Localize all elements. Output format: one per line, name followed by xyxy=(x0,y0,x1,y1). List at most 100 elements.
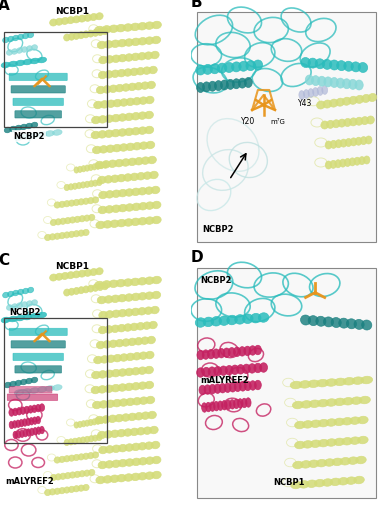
Ellipse shape xyxy=(111,70,120,77)
Ellipse shape xyxy=(121,159,130,166)
Ellipse shape xyxy=(219,383,226,393)
Ellipse shape xyxy=(92,284,99,291)
Ellipse shape xyxy=(323,100,332,108)
Ellipse shape xyxy=(105,190,114,198)
Ellipse shape xyxy=(64,200,70,207)
Ellipse shape xyxy=(334,438,345,445)
Ellipse shape xyxy=(342,97,351,105)
Ellipse shape xyxy=(68,439,74,445)
Ellipse shape xyxy=(118,189,127,197)
Ellipse shape xyxy=(92,435,98,441)
Ellipse shape xyxy=(94,281,104,289)
Ellipse shape xyxy=(6,49,13,55)
Ellipse shape xyxy=(83,453,89,460)
Ellipse shape xyxy=(98,371,107,378)
Ellipse shape xyxy=(92,146,101,154)
Ellipse shape xyxy=(332,120,340,128)
Ellipse shape xyxy=(106,145,115,153)
Ellipse shape xyxy=(105,71,113,78)
Ellipse shape xyxy=(8,316,18,322)
Ellipse shape xyxy=(308,316,318,326)
Ellipse shape xyxy=(138,367,147,374)
Ellipse shape xyxy=(112,399,121,407)
Ellipse shape xyxy=(120,98,128,106)
Ellipse shape xyxy=(196,65,206,75)
Ellipse shape xyxy=(9,409,14,416)
Ellipse shape xyxy=(303,421,313,428)
Ellipse shape xyxy=(13,290,19,296)
Ellipse shape xyxy=(214,401,219,411)
Ellipse shape xyxy=(139,397,148,405)
Ellipse shape xyxy=(342,418,353,425)
Ellipse shape xyxy=(211,317,222,326)
Ellipse shape xyxy=(81,421,86,427)
Ellipse shape xyxy=(225,400,231,410)
Ellipse shape xyxy=(146,396,155,404)
Ellipse shape xyxy=(30,58,39,64)
Ellipse shape xyxy=(37,57,47,63)
Ellipse shape xyxy=(78,199,84,205)
Ellipse shape xyxy=(116,279,126,287)
Ellipse shape xyxy=(145,202,154,210)
FancyBboxPatch shape xyxy=(11,341,65,348)
Ellipse shape xyxy=(142,322,151,329)
Ellipse shape xyxy=(36,416,40,424)
Ellipse shape xyxy=(23,314,32,320)
Ellipse shape xyxy=(361,376,372,384)
Ellipse shape xyxy=(100,100,109,108)
Ellipse shape xyxy=(112,55,120,63)
Ellipse shape xyxy=(21,301,28,308)
Ellipse shape xyxy=(123,279,133,286)
Ellipse shape xyxy=(116,24,126,32)
Ellipse shape xyxy=(330,478,341,486)
FancyBboxPatch shape xyxy=(9,328,67,335)
Ellipse shape xyxy=(80,437,86,443)
Ellipse shape xyxy=(149,66,157,74)
Ellipse shape xyxy=(26,418,31,426)
Ellipse shape xyxy=(334,378,346,386)
Ellipse shape xyxy=(131,127,140,135)
Ellipse shape xyxy=(83,286,89,293)
Ellipse shape xyxy=(128,338,136,345)
Ellipse shape xyxy=(99,418,104,424)
Ellipse shape xyxy=(108,415,117,423)
Ellipse shape xyxy=(244,77,252,87)
Ellipse shape xyxy=(312,88,319,96)
Ellipse shape xyxy=(291,481,301,489)
Ellipse shape xyxy=(145,472,154,479)
Ellipse shape xyxy=(136,323,145,330)
Ellipse shape xyxy=(229,382,236,392)
Ellipse shape xyxy=(115,339,124,347)
Ellipse shape xyxy=(326,419,337,426)
Ellipse shape xyxy=(213,349,220,359)
Ellipse shape xyxy=(104,431,113,438)
Ellipse shape xyxy=(330,77,338,87)
Ellipse shape xyxy=(68,200,75,206)
Text: Y20: Y20 xyxy=(241,117,255,126)
Ellipse shape xyxy=(138,127,147,134)
Ellipse shape xyxy=(351,62,361,72)
Text: mALYREF2: mALYREF2 xyxy=(201,376,249,384)
Ellipse shape xyxy=(61,17,69,24)
Ellipse shape xyxy=(50,219,57,226)
Ellipse shape xyxy=(243,364,250,374)
Ellipse shape xyxy=(237,365,244,374)
Ellipse shape xyxy=(358,436,368,444)
Ellipse shape xyxy=(125,128,134,136)
Ellipse shape xyxy=(3,37,9,43)
Ellipse shape xyxy=(138,187,147,195)
Ellipse shape xyxy=(138,308,146,315)
Ellipse shape xyxy=(138,278,147,285)
Ellipse shape xyxy=(112,445,121,452)
Ellipse shape xyxy=(130,278,140,286)
Ellipse shape xyxy=(113,99,122,107)
Ellipse shape xyxy=(54,233,60,239)
Ellipse shape xyxy=(68,184,74,190)
Ellipse shape xyxy=(136,68,145,75)
Ellipse shape xyxy=(24,406,29,414)
Ellipse shape xyxy=(131,113,140,120)
Ellipse shape xyxy=(351,397,362,405)
Ellipse shape xyxy=(143,172,152,179)
Ellipse shape xyxy=(102,281,111,288)
Ellipse shape xyxy=(105,206,114,213)
